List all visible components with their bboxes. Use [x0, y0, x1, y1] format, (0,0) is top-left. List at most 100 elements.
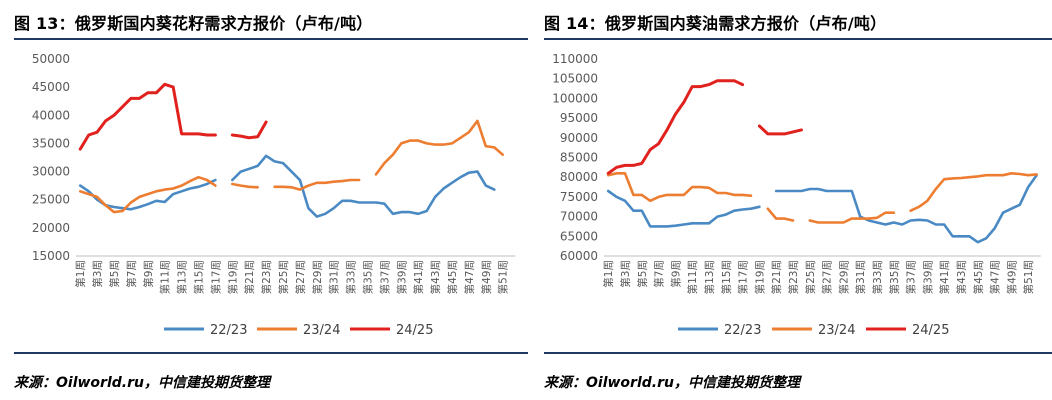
series-line-23-24 [374, 119, 505, 176]
x-tick-label: 第3周 [91, 260, 104, 288]
x-tick-label: 第27周 [821, 260, 834, 294]
x-tick-label: 第15周 [720, 260, 733, 294]
x-tick-label: 第37周 [378, 260, 391, 294]
series-line-24-25 [757, 124, 803, 136]
x-tick-label: 第43周 [955, 260, 968, 294]
x-tick-label: 第37周 [905, 260, 918, 294]
x-tick-label: 第43周 [429, 260, 442, 294]
x-tick-label: 第5周 [636, 260, 649, 288]
y-tick-label: 45000 [32, 80, 70, 94]
y-tick-label: 35000 [32, 136, 70, 150]
series-line-22-23 [606, 189, 761, 228]
legend-label: 23/24 [818, 323, 855, 338]
series-line-23-24 [78, 175, 217, 214]
source-note: 来源：Oilworld.ru，中信建投期货整理 [14, 375, 270, 391]
series-line-23-24 [273, 178, 361, 191]
legend-label: 22/23 [210, 323, 247, 338]
y-tick-label: 60000 [560, 249, 598, 263]
title-divider [14, 38, 528, 40]
x-tick-label: 第5周 [108, 260, 121, 288]
x-tick-label: 第33周 [345, 260, 358, 294]
legend-label: 22/23 [724, 323, 761, 338]
source-divider [14, 352, 528, 354]
y-tick-label: 105000 [552, 72, 598, 86]
x-tick-label: 第35周 [362, 260, 375, 294]
y-tick-label: 95000 [560, 111, 598, 125]
x-tick-label: 第17周 [737, 260, 750, 294]
series-line-23-24 [766, 207, 795, 222]
x-tick-label: 第33周 [871, 260, 884, 294]
legend-label: 23/24 [303, 323, 340, 338]
x-tick-label: 第49周 [1005, 260, 1018, 294]
sunflower-seed-price-chart: 15000 20000 25000 30000 35000 40000 45000 50000… [32, 52, 516, 338]
y-tick-label: 70000 [560, 210, 598, 224]
x-tick-label: 第45周 [972, 260, 985, 294]
x-tick-label: 第1周 [602, 260, 615, 288]
y-tick-label: 85000 [560, 151, 598, 165]
x-tick-label: 第21周 [243, 260, 256, 294]
chart-panel-sunflower-oil: 图 14：俄罗斯国内葵油需求方报价（卢布/吨） 60000 65000 70000 7… [544, 0, 1052, 400]
x-tick-label: 第17周 [209, 260, 222, 294]
x-tick-label: 第1周 [74, 260, 87, 288]
series-line-23-24 [808, 211, 896, 224]
x-tick-label: 第11周 [686, 260, 699, 294]
chart-panel-sunflower-seed: 图 13：俄罗斯国内葵花籽需求方报价（卢布/吨） 15000 20000 25000… [14, 0, 528, 400]
chart-title: 图 13：俄罗斯国内葵花籽需求方报价（卢布/吨） [14, 14, 373, 33]
series-line-23-24 [909, 172, 1038, 212]
x-tick-label: 第29周 [311, 260, 324, 294]
chart-title: 图 14：俄罗斯国内葵油需求方报价（卢布/吨） [544, 14, 887, 33]
x-tick-label: 第15周 [193, 260, 206, 294]
y-tick-label: 20000 [32, 221, 70, 235]
y-tick-label: 50000 [32, 52, 70, 66]
x-tick-label: 第49周 [480, 260, 493, 294]
x-tick-label: 第25周 [277, 260, 290, 294]
source-note: 来源：Oilworld.ru，中信建投期货整理 [544, 375, 800, 391]
x-tick-label: 第25周 [804, 260, 817, 294]
x-tick-label: 第19周 [226, 260, 239, 294]
x-tick-label: 第13周 [176, 260, 189, 294]
x-tick-label: 第51周 [1022, 260, 1035, 294]
series-line-24-25 [230, 120, 268, 140]
x-tick-label: 第31周 [854, 260, 867, 294]
x-tick-label: 第47周 [463, 260, 476, 294]
x-tick-label: 第9周 [669, 260, 682, 288]
x-tick-label: 第41周 [938, 260, 951, 294]
series-line-24-25 [78, 82, 217, 151]
x-tick-label: 第45周 [446, 260, 459, 294]
title-divider [544, 38, 1052, 40]
x-tick-label: 第41周 [412, 260, 425, 294]
x-tick-label: 第29周 [837, 260, 850, 294]
y-tick-label: 100000 [552, 91, 598, 105]
y-tick-label: 80000 [560, 170, 598, 184]
series-line-22-23 [231, 154, 496, 218]
series-line-23-24 [606, 172, 753, 203]
series-line-23-24 [231, 182, 259, 189]
sunflower-oil-price-chart: 60000 65000 70000 75000 80000 85000 90000 95000… [552, 52, 1041, 338]
x-tick-label: 第7周 [653, 260, 666, 288]
x-tick-label: 第35周 [888, 260, 901, 294]
y-tick-label: 90000 [560, 131, 598, 145]
x-tick-label: 第31周 [328, 260, 341, 294]
y-tick-label: 75000 [560, 190, 598, 204]
y-tick-label: 30000 [32, 165, 70, 179]
x-tick-label: 第13周 [703, 260, 716, 294]
x-tick-label: 第39周 [921, 260, 934, 294]
y-tick-label: 65000 [560, 229, 598, 243]
x-tick-label: 第51周 [497, 260, 510, 294]
y-tick-label: 110000 [552, 52, 598, 66]
y-tick-label: 15000 [32, 249, 70, 263]
source-divider [544, 352, 1052, 354]
x-tick-label: 第23周 [787, 260, 800, 294]
x-tick-label: 第27周 [294, 260, 307, 294]
series-line-22-23 [774, 173, 1038, 244]
x-tick-label: 第23周 [260, 260, 273, 294]
x-tick-label: 第19周 [753, 260, 766, 294]
x-tick-label: 第21周 [770, 260, 783, 294]
series-line-24-25 [606, 79, 745, 175]
legend-label: 24/25 [396, 323, 433, 338]
x-tick-label: 第7周 [125, 260, 138, 288]
x-tick-label: 第9周 [142, 260, 155, 288]
y-tick-label: 40000 [32, 108, 70, 122]
x-tick-label: 第11周 [159, 260, 172, 294]
legend-label: 24/25 [912, 323, 949, 338]
